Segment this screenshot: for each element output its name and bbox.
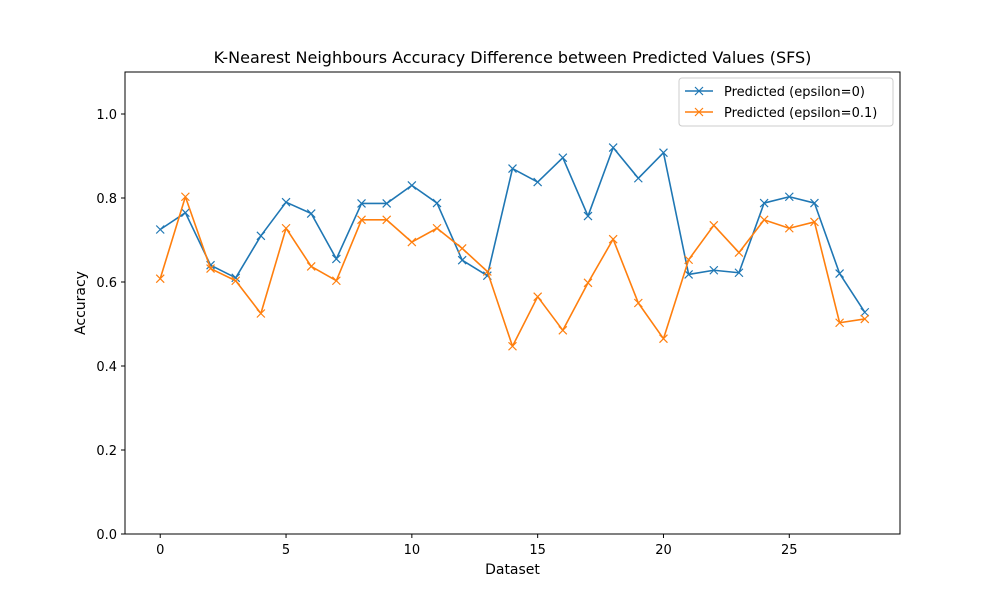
data-point-marker [432,198,442,208]
data-point-marker [331,254,341,264]
data-point-marker [835,269,845,279]
data-point-marker [684,270,694,279]
x-tick-label: 25 [781,543,798,558]
data-point-marker [407,180,417,190]
data-point-marker [281,223,291,233]
data-point-marker [256,231,266,241]
data-point-marker [633,298,643,308]
data-point-marker [784,223,794,233]
data-point-marker [407,237,417,247]
series-2 [155,192,870,351]
data-point-marker [508,341,517,351]
data-point-marker [835,318,845,328]
data-point-marker [180,192,190,202]
data-point-marker [457,255,467,265]
x-axis: 0 5 10 15 20 25 [156,534,798,558]
data-point-marker [759,198,769,208]
data-point-marker [256,309,266,318]
data-point-marker [180,208,190,218]
legend-marker [694,86,704,96]
data-point-marker [734,268,744,278]
data-point-marker [281,197,291,207]
data-point-marker [382,215,392,225]
data-point-marker [810,198,819,208]
data-point-marker [533,292,543,302]
data-point-marker [558,153,568,163]
data-point-marker [860,314,870,324]
legend-item: Predicted (epsilon=0) [685,85,865,100]
data-point-marker [533,177,543,187]
data-point-marker [382,199,392,208]
legend-label: Predicted (epsilon=0.1) [724,106,877,121]
y-axis: 0.0 0.2 0.4 0.6 0.8 1.0 [96,108,125,543]
data-point-marker [608,234,618,244]
data-point-marker [206,264,215,273]
x-tick-label: 0 [156,543,164,558]
x-tick-label: 20 [655,543,672,558]
data-point-marker [633,173,643,183]
legend: Predicted (epsilon=0) Predicted (epsilon=… [678,77,894,127]
data-point-marker [759,215,769,225]
data-point-marker [508,164,517,174]
legend-marker [694,107,704,117]
data-point-marker [583,278,593,288]
data-point-marker [482,267,492,276]
y-tick-label: 0.2 [96,444,117,459]
data-point-marker [331,276,341,286]
data-point-marker [306,209,316,218]
data-point-marker [709,220,719,230]
legend-box [678,77,894,127]
data-point-marker [155,274,165,284]
legend-item: Predicted (epsilon=0.1) [685,106,877,121]
data-point-marker [684,255,694,265]
data-point-marker [810,217,819,227]
y-tick-label: 1.0 [96,108,117,123]
y-axis-label: Accuracy [73,271,89,335]
data-point-marker [608,143,618,153]
data-point-marker [231,276,241,286]
data-point-marker [357,215,366,225]
plot-area [155,143,870,351]
data-point-marker [357,199,366,208]
data-point-marker [659,148,668,158]
y-tick-label: 0.4 [96,360,117,375]
data-point-marker [709,265,719,275]
x-tick-label: 15 [529,543,546,558]
data-point-marker [659,334,668,344]
data-point-marker [231,273,241,283]
data-point-marker [583,211,593,221]
data-point-marker [558,325,568,335]
y-tick-label: 0.6 [96,276,117,291]
data-point-marker [860,307,870,317]
data-point-marker [155,225,165,234]
x-tick-label: 5 [282,543,290,558]
data-point-marker [432,223,442,233]
y-tick-label: 0.8 [96,192,117,207]
x-tick-label: 10 [404,543,421,558]
data-point-marker [734,248,744,258]
chart-title: K-Nearest Neighbours Accuracy Difference… [214,48,812,67]
series-1 [155,143,870,317]
data-point-marker [784,192,794,202]
x-axis-label: Dataset [485,562,540,578]
data-point-marker [457,243,467,253]
data-point-marker [306,262,316,271]
plot-frame [124,71,901,535]
legend-label: Predicted (epsilon=0) [724,85,865,100]
y-tick-label: 0.0 [96,528,117,543]
